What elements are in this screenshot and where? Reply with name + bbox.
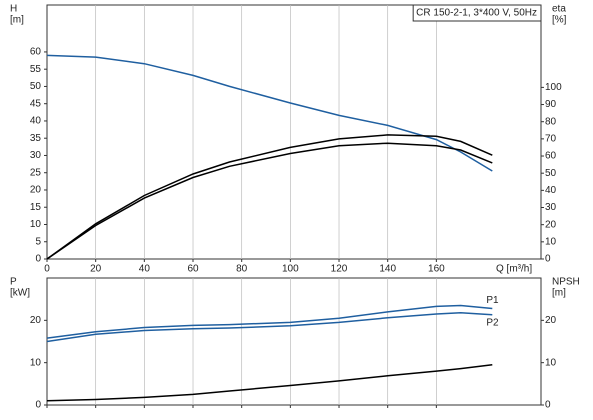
y-tick-label: 20 <box>30 315 42 326</box>
y-axis-label: P <box>10 277 17 288</box>
series-line <box>46 364 493 402</box>
y2-tick-label: 0 <box>545 400 551 411</box>
y2-axis-label: eta <box>552 4 566 15</box>
series-label: P1 <box>486 295 499 306</box>
y2-axis-unit: [%] <box>552 15 567 26</box>
y-tick-label: 50 <box>30 81 42 92</box>
x-tick-label: 80 <box>236 264 248 275</box>
y-tick-label: 55 <box>30 64 42 75</box>
x-tick-label: 60 <box>187 264 199 275</box>
y-tick-label: 10 <box>30 219 42 230</box>
y2-tick-label: 30 <box>545 202 557 213</box>
y2-tick-label: 100 <box>545 82 562 93</box>
y2-tick-label: 20 <box>545 315 557 326</box>
x-tick-label: 160 <box>428 264 445 275</box>
y2-tick-label: 60 <box>545 151 557 162</box>
series-line <box>46 134 493 260</box>
series-line <box>46 142 493 260</box>
y-tick-label: 0 <box>35 254 41 265</box>
y-tick-label: 35 <box>30 133 42 144</box>
x-tick-label: 0 <box>44 264 50 275</box>
series-line <box>46 304 493 339</box>
y2-tick-label: 10 <box>545 236 557 247</box>
y2-tick-label: 40 <box>545 185 557 196</box>
x-tick-label: 140 <box>379 264 396 275</box>
plot-frame <box>46 277 542 406</box>
y-tick-label: 40 <box>30 116 42 127</box>
y2-tick-label: 70 <box>545 134 557 145</box>
series-line <box>46 311 493 343</box>
x-axis-label: Q [m³/h] <box>496 264 532 275</box>
y-tick-label: 0 <box>35 400 41 411</box>
series-line <box>46 54 493 172</box>
y-tick-label: 30 <box>30 150 42 161</box>
x-tick-label: 100 <box>282 264 299 275</box>
y-tick-label: 10 <box>30 357 42 368</box>
y2-tick-label: 90 <box>545 99 557 110</box>
x-tick-label: 120 <box>331 264 348 275</box>
y-axis-unit: [kW] <box>10 288 30 299</box>
y2-tick-label: 10 <box>545 357 557 368</box>
x-tick-label: 40 <box>139 264 151 275</box>
plot-frame <box>46 4 542 260</box>
y2-tick-label: 20 <box>545 219 557 230</box>
y-tick-label: 60 <box>30 47 42 58</box>
y-axis-label: H <box>10 4 17 15</box>
y2-axis-label: NPSH <box>552 277 580 288</box>
y-tick-label: 25 <box>30 167 42 178</box>
x-tick-label: 20 <box>90 264 102 275</box>
y-tick-label: 45 <box>30 98 42 109</box>
chart-title: CR 150-2-1, 3*400 V, 50Hz <box>416 8 537 19</box>
y2-axis-unit: [m] <box>552 288 566 299</box>
title-box <box>412 4 542 22</box>
y-tick-label: 5 <box>35 236 41 247</box>
y2-tick-label: 50 <box>545 168 557 179</box>
series-label: P2 <box>486 317 499 328</box>
y-tick-label: 15 <box>30 202 42 213</box>
y-tick-label: 20 <box>30 185 42 196</box>
y-axis-unit: [m] <box>10 15 24 26</box>
y2-tick-label: 80 <box>545 116 557 127</box>
y2-tick-label: 0 <box>545 254 551 265</box>
